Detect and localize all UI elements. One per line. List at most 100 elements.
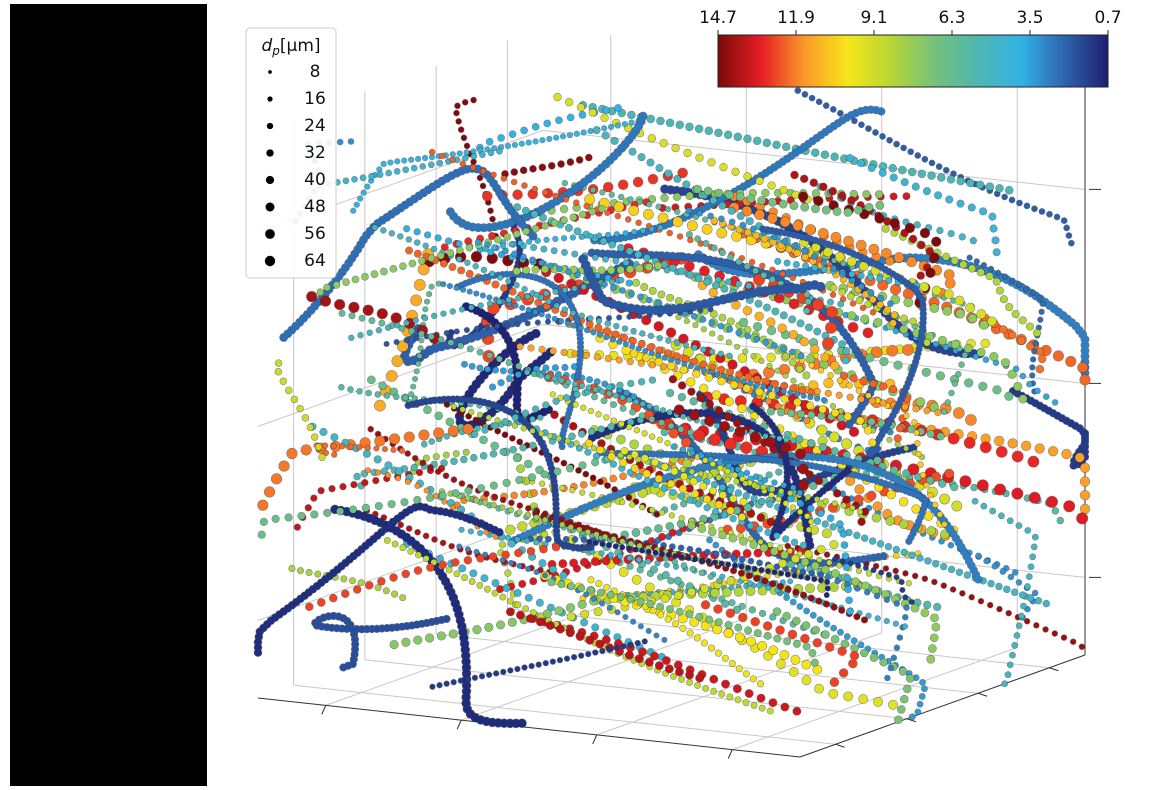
trajectory	[729, 202, 960, 300]
x-axis-line	[257, 697, 801, 758]
trajectory	[339, 310, 695, 436]
trajectory	[484, 363, 578, 393]
trajectory	[789, 352, 948, 528]
trajectory	[429, 149, 877, 316]
trajectory	[365, 467, 507, 543]
trajectory	[585, 439, 749, 523]
trajectory	[494, 529, 559, 609]
trajectory	[458, 527, 914, 631]
legend-box	[245, 27, 337, 279]
trajectory	[846, 154, 1001, 264]
trajectory	[799, 237, 1005, 334]
trajectory	[440, 281, 831, 404]
trajectory	[524, 369, 800, 444]
trajectory	[972, 498, 1039, 687]
trajectory	[630, 349, 879, 456]
trajectory	[306, 291, 450, 352]
trajectory	[444, 112, 648, 232]
trajectory	[403, 540, 673, 664]
legend-symbol: d	[261, 36, 272, 56]
trajectory	[530, 189, 883, 217]
trajectory	[824, 574, 911, 688]
tick-mark	[835, 743, 845, 748]
trajectory	[367, 426, 625, 545]
trajectory	[352, 414, 654, 493]
legend-marker	[268, 70, 272, 74]
legend-marker	[265, 175, 275, 185]
trajectory	[753, 274, 839, 364]
trajectory	[562, 180, 984, 312]
trajectory	[330, 504, 529, 729]
tick-mark	[977, 692, 988, 697]
trajectory	[373, 248, 434, 413]
trajectory	[510, 452, 984, 587]
trajectory	[547, 578, 819, 667]
legend-label: 32	[304, 143, 326, 163]
legend-label: 8	[310, 62, 321, 82]
grid-line	[436, 633, 979, 694]
colorbar-tick-label: 9.1	[860, 8, 887, 28]
trajectory	[459, 492, 728, 586]
trajectory	[527, 536, 832, 579]
y-axis-line	[799, 654, 1086, 758]
grid-line	[293, 684, 836, 745]
trajectory	[739, 318, 1015, 415]
trajectory	[461, 376, 656, 442]
trajectory	[455, 327, 555, 431]
trajectory	[1009, 387, 1089, 470]
trajectory	[348, 118, 641, 217]
trajectory	[553, 93, 819, 207]
trajectory	[528, 614, 809, 718]
trajectory	[439, 488, 827, 583]
colorbar-tick-label: 11.9	[777, 8, 815, 28]
trajectory	[729, 192, 902, 268]
tick-mark	[1049, 667, 1059, 672]
trajectory	[254, 502, 504, 662]
legend-label: 48	[304, 197, 326, 217]
trajectory	[507, 262, 662, 276]
colorbar-tick-label: 3.5	[1016, 8, 1043, 28]
trajectory	[714, 469, 954, 536]
colorbar	[717, 34, 1109, 88]
trajectory	[406, 281, 442, 405]
tick-mark	[906, 718, 917, 723]
trajectory	[586, 105, 885, 245]
trajectory	[701, 600, 867, 691]
trajectory	[480, 224, 663, 253]
grid-line	[542, 129, 1086, 190]
trajectory	[454, 271, 584, 451]
trajectory	[578, 254, 829, 315]
trajectory	[694, 250, 1089, 379]
legend-marker	[266, 122, 274, 130]
legend-label: 16	[304, 89, 326, 109]
colorbar-tick-label: 0.7	[1094, 8, 1121, 28]
trajectory	[303, 542, 561, 612]
trajectory	[687, 446, 854, 623]
trajectory	[620, 447, 750, 506]
colorbar-tick-label: 6.3	[938, 8, 965, 28]
trajectory	[316, 205, 606, 301]
grid-line	[257, 323, 544, 427]
grid-line	[596, 632, 882, 736]
trajectory	[291, 465, 445, 536]
trajectory	[310, 612, 451, 672]
trajectory	[981, 314, 1049, 383]
legend-label: 40	[304, 170, 326, 190]
trajectory	[481, 252, 688, 365]
trajectory	[554, 540, 838, 623]
trajectory	[686, 207, 895, 310]
trajectory	[710, 217, 900, 330]
legend-unit: [μm]	[280, 36, 321, 56]
trajectory	[737, 344, 914, 382]
trajectory	[966, 255, 1046, 396]
legend-label: 64	[304, 251, 326, 271]
legend-marker	[265, 202, 275, 212]
trajectory	[451, 454, 695, 515]
trajectory	[372, 224, 738, 360]
trajectory	[427, 638, 648, 690]
legend-marker	[266, 149, 274, 157]
trajectory	[790, 171, 940, 296]
legend-marker	[265, 229, 275, 239]
legend-subscript: p	[271, 44, 280, 58]
